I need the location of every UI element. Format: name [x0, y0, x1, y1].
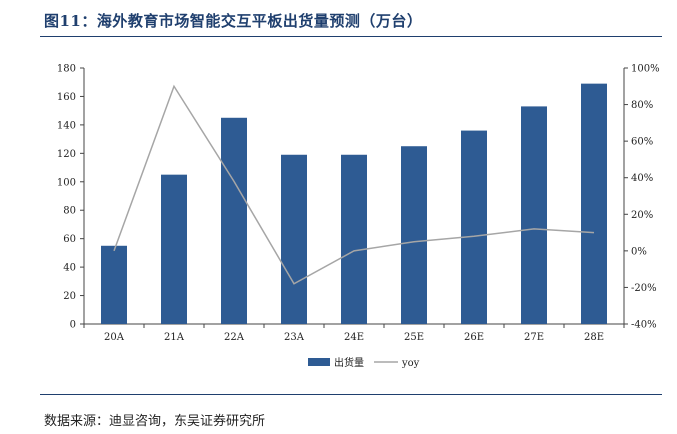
bottom-divider: [40, 394, 662, 395]
source-note: 数据来源：迪显咨询，东吴证券研究所: [44, 414, 266, 429]
bar-23A: [281, 154, 307, 324]
left-tick-label: 100: [57, 177, 76, 188]
x-tick-label: 24E: [344, 332, 364, 343]
bar-24E: [341, 154, 367, 324]
bar-21A: [161, 174, 187, 324]
x-tick-label: 22A: [224, 332, 245, 343]
x-tick-label: 28E: [584, 332, 604, 343]
legend-line-label: yoy: [401, 358, 420, 369]
chart-area: 0 20 40 60 80 100 120 140 160 180 -40% -20% 0% 20% 40%…: [40, 40, 662, 394]
left-tick-label: 0: [70, 320, 76, 331]
chart-title: 图11：海外教育市场智能交互平板出货量预测（万台）: [44, 12, 423, 30]
legend-bar-swatch: [308, 358, 330, 366]
left-tick-label: 80: [63, 206, 76, 217]
legend: 出货量 yoy: [308, 356, 420, 369]
x-tick-label: 20A: [104, 332, 125, 343]
bar-22A: [221, 117, 247, 325]
right-tick-label: -40%: [631, 320, 657, 331]
bars-group: [101, 83, 607, 325]
right-tick-label: 80%: [631, 100, 653, 111]
right-tick-label: 100%: [631, 64, 660, 75]
x-tick-label: 21A: [164, 332, 185, 343]
bar-20A: [101, 245, 127, 324]
left-tick-label: 180: [57, 64, 76, 75]
left-tick-label: 20: [63, 291, 76, 302]
left-tick-label: 120: [57, 149, 76, 160]
yoy-line: [113, 84, 595, 285]
chart-svg: 0 20 40 60 80 100 120 140 160 180 -40% -20% 0% 20% 40%…: [57, 64, 660, 370]
left-tick-label: 140: [57, 120, 76, 131]
left-tick-label: 60: [63, 234, 76, 245]
right-tick-label: 20%: [631, 210, 653, 221]
bar-28E: [581, 83, 607, 324]
right-tick-label: 0%: [631, 246, 647, 257]
bar-27E: [521, 106, 547, 325]
x-tick-label: 27E: [524, 332, 544, 343]
legend-bar-label: 出货量: [334, 356, 364, 369]
x-tick-label: 23A: [284, 332, 305, 343]
right-tick-label: -20%: [631, 283, 657, 294]
bar-25E: [401, 146, 427, 324]
left-tick-label: 40: [63, 263, 76, 274]
yoy-line-group: [113, 84, 595, 285]
x-tick-label: 25E: [404, 332, 424, 343]
right-tick-label: 60%: [631, 137, 653, 148]
title-divider: [40, 36, 662, 37]
right-tick-label: 40%: [631, 173, 653, 184]
axes-group: 0 20 40 60 80 100 120 140 160 180 -40% -20% 0% 20% 40%…: [57, 64, 660, 344]
left-tick-label: 160: [57, 92, 76, 103]
bar-26E: [461, 130, 487, 324]
x-tick-label: 26E: [464, 332, 484, 343]
